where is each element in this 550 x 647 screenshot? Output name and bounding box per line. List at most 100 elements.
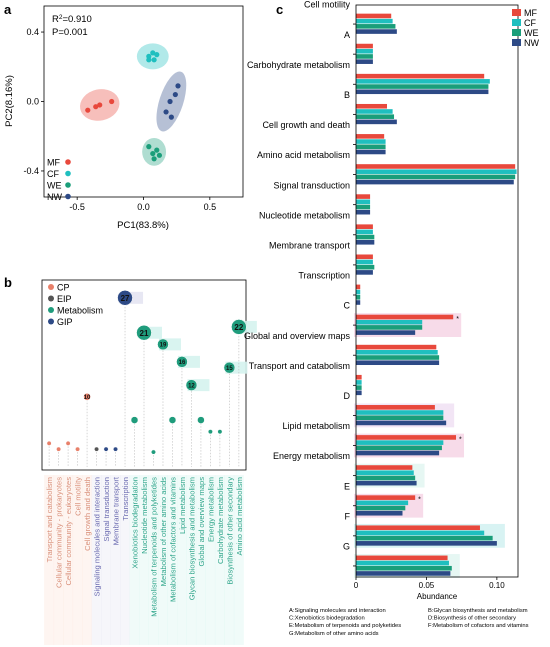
dot-8 xyxy=(117,290,133,306)
category-band xyxy=(129,475,140,645)
bar-WE xyxy=(356,295,361,300)
bar-WE xyxy=(356,204,371,210)
bar-NW xyxy=(356,179,514,185)
bar-NW xyxy=(356,450,440,456)
bar-NW xyxy=(356,571,451,576)
bar-category-label: F xyxy=(345,511,351,521)
category-band xyxy=(110,475,121,645)
category-label-20: Amino acid metabolism xyxy=(235,477,244,556)
lollipop-dots: 10 27 21 19 16 12 15 22 xyxy=(46,290,247,455)
legend-dot-EIP xyxy=(48,295,54,302)
dot-11 xyxy=(151,449,156,455)
significance-mark: * xyxy=(459,436,462,443)
bar-CF xyxy=(356,139,386,144)
category-band xyxy=(120,475,131,645)
category-label-14: Lipid metabolism xyxy=(178,477,187,534)
bar-WE xyxy=(356,535,493,541)
footnote: D:Biosynthesis of other secondary xyxy=(428,616,516,622)
bar-category-label: Cell growth and death xyxy=(262,120,350,130)
category-label-8: Transcription xyxy=(121,477,130,521)
pca-points xyxy=(85,50,181,162)
bar-NW xyxy=(356,59,373,64)
footnote: F:Metabolism of cofactors and vitamins xyxy=(428,623,529,629)
bar-x-axis-label: Abundance xyxy=(417,592,458,601)
bar-NW xyxy=(356,541,497,546)
legend-label-MF: MF xyxy=(524,8,537,18)
bar-NW xyxy=(356,209,371,215)
lollipop-label-bands xyxy=(44,291,257,645)
bar-MF xyxy=(356,103,387,109)
bar-MF xyxy=(356,284,361,290)
legend-dot-CP xyxy=(48,284,54,290)
legend-swatch-CF xyxy=(512,19,521,26)
lollipop-stems xyxy=(48,297,240,467)
bar-CF xyxy=(356,350,438,355)
dot-17 xyxy=(207,429,213,435)
point-MF xyxy=(85,107,91,113)
bar-category-label: Transport and catabolism xyxy=(249,361,350,371)
bar-CF xyxy=(356,319,423,325)
point-WE xyxy=(146,144,152,150)
bar-WE xyxy=(356,445,442,451)
category-band xyxy=(72,475,83,645)
category-band xyxy=(176,475,187,645)
bar-NW xyxy=(356,480,417,486)
y-tick-label: -0.4 xyxy=(23,166,39,176)
pca-r2-annotation: R2=0.910 xyxy=(52,14,92,26)
point-WE xyxy=(154,147,160,153)
bar-MF xyxy=(356,525,480,531)
y-tick-label: 0.0 xyxy=(26,97,39,107)
panel-label-c: c xyxy=(276,2,283,17)
panel-label-a: a xyxy=(4,2,12,17)
significance-mark: * xyxy=(418,497,421,504)
bar-category-label: B xyxy=(344,90,350,100)
category-band xyxy=(186,475,197,645)
bar-NW xyxy=(356,330,416,335)
bar-CF xyxy=(356,48,373,54)
dot-label-19: 15 xyxy=(226,366,233,372)
bar-CF xyxy=(356,380,362,385)
bar-NW xyxy=(356,390,362,396)
dot-19 xyxy=(223,361,236,374)
bar-CF xyxy=(356,259,373,265)
pca-p-annotation: P=0.001 xyxy=(52,27,88,38)
bar-MF xyxy=(356,405,435,410)
bar-CF xyxy=(356,199,371,205)
bar-NW xyxy=(356,300,361,305)
bar-MF xyxy=(356,194,371,199)
bar-NW xyxy=(356,239,375,245)
category-label-13: Metabolism of cofactors and vitamins xyxy=(168,477,177,602)
legend-label-GIP: GIP xyxy=(57,317,73,327)
category-band xyxy=(139,475,149,645)
x-tick-label: 0 xyxy=(354,581,359,590)
legend-label-MF: MF xyxy=(47,158,60,168)
dot-9 xyxy=(130,416,139,424)
bar-category-labels: Cell motility A Carbohydrate metabolism B Ce… xyxy=(244,0,356,567)
point-MF xyxy=(97,102,103,108)
footnote: C:Xenobiotics biodegradation xyxy=(289,616,365,622)
category-band xyxy=(53,475,64,645)
footnote: E:Metabolism of terpenoids and polyketid… xyxy=(289,623,401,629)
bar-category-label: Global and overview maps xyxy=(244,331,351,341)
bar-category-label: A xyxy=(344,30,350,40)
point-NW xyxy=(167,98,173,105)
significance-mark: * xyxy=(456,316,459,323)
dot-13 xyxy=(168,416,177,424)
bar-MF xyxy=(356,224,373,229)
legend-label-CF: CF xyxy=(524,18,536,28)
bar-MF xyxy=(356,43,373,49)
bar-axis-ticks: 0 0.05 0.10 xyxy=(354,577,505,590)
category-band xyxy=(233,475,244,645)
bar-NW xyxy=(356,149,386,155)
bar-category-label: Lipid metabolism xyxy=(282,421,350,431)
ellipse-CF xyxy=(136,43,169,70)
point-NW xyxy=(175,83,181,89)
legend-dot-NW xyxy=(65,193,71,200)
point-WE xyxy=(151,156,157,162)
point-CF xyxy=(150,50,156,56)
bar-category-label: Nucleotide metabolism xyxy=(259,210,350,220)
bar-MF xyxy=(356,134,385,139)
